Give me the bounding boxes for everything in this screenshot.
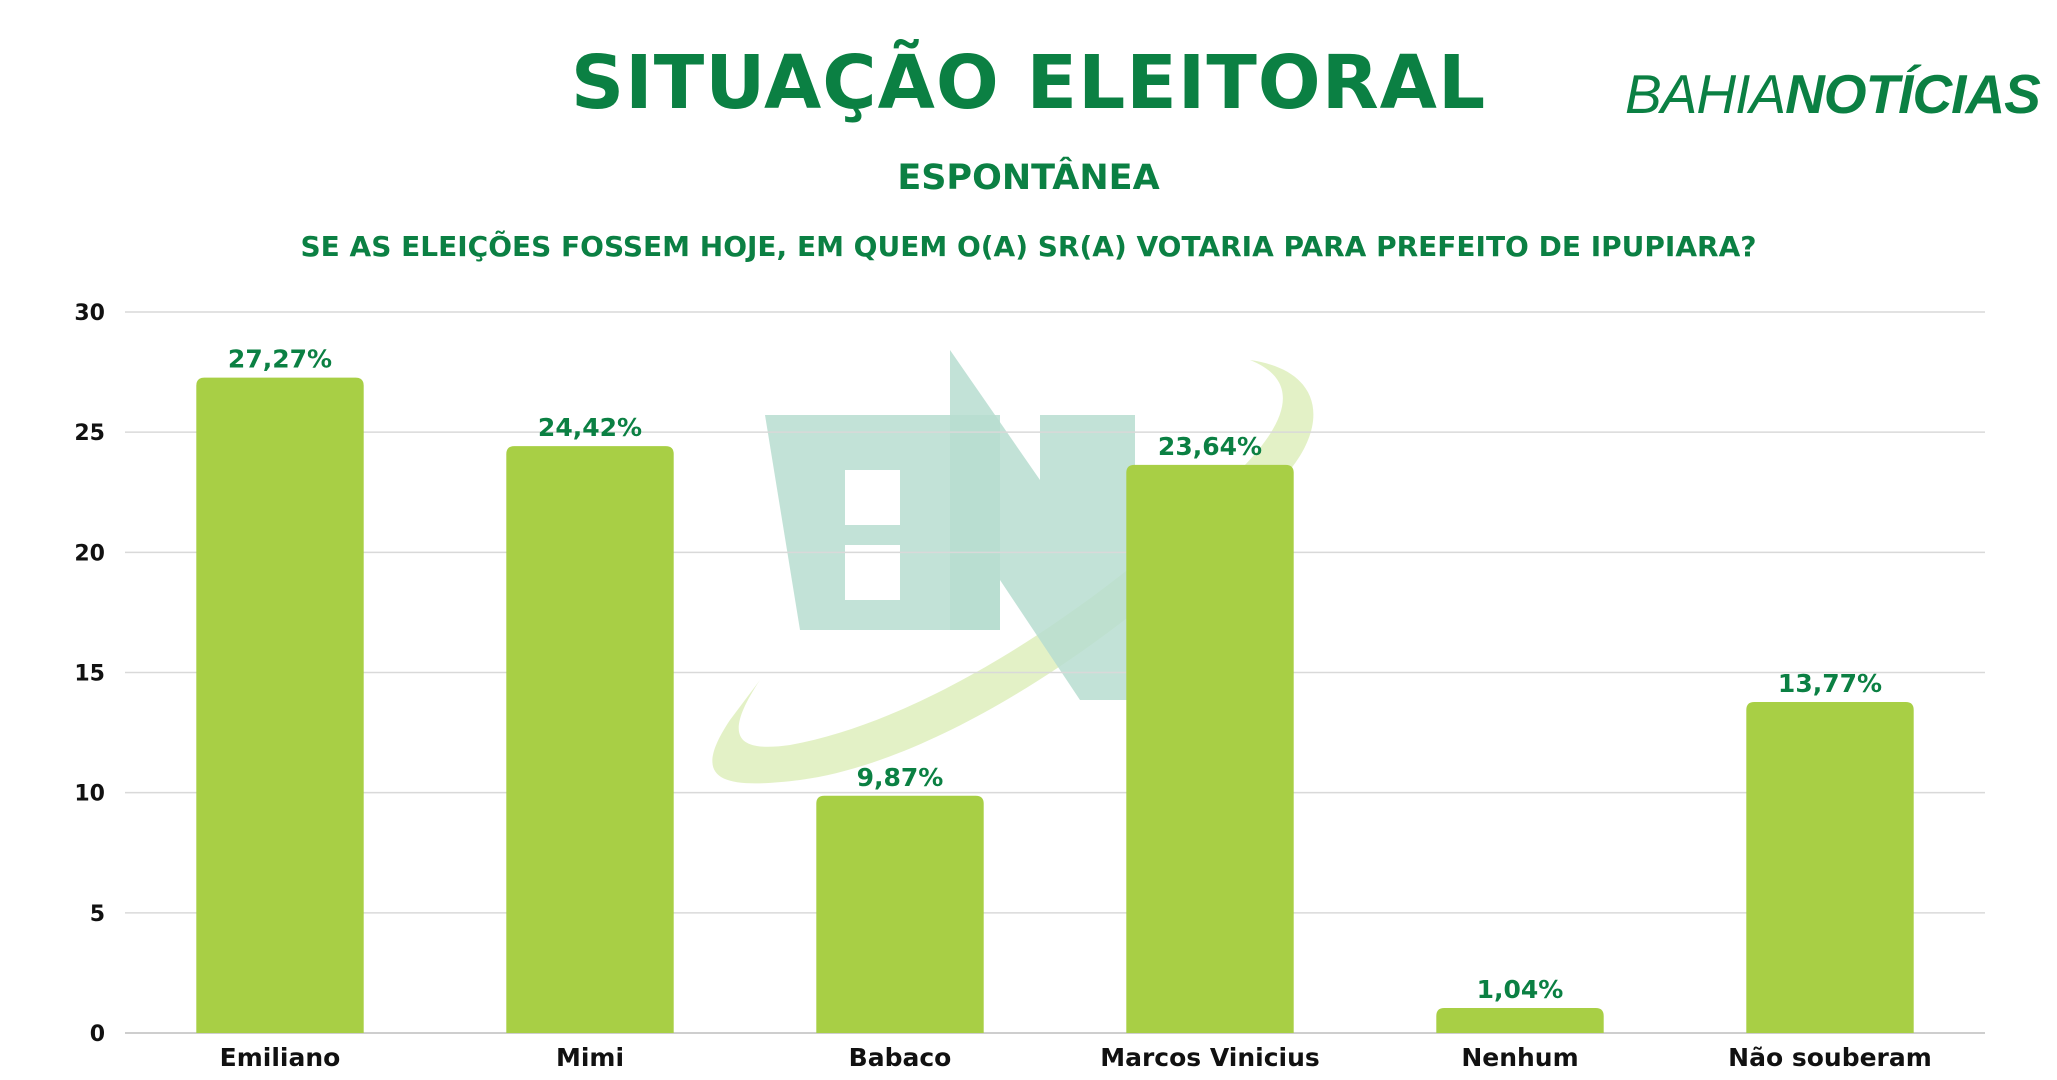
value-label: 27,27% [228, 345, 332, 374]
category-label: Babaco [849, 1043, 952, 1072]
category-label: Emiliano [220, 1043, 341, 1072]
category-label: Não souberam [1728, 1043, 1932, 1072]
category-labels: Emiliano Mimi Babaco Marcos Vinicius Nenhum N… [220, 1043, 1932, 1072]
category-label: Nenhum [1461, 1043, 1578, 1072]
category-label: Marcos Vinicius [1100, 1043, 1320, 1072]
bar [196, 377, 364, 1034]
y-tick-label: 5 [90, 902, 105, 927]
value-labels: 27,27% 24,42% 9,87% 23,64% 1,04% 13,77% [228, 345, 1882, 1004]
y-axis-ticks: 0 5 10 15 20 25 30 [74, 301, 105, 1047]
value-label: 1,04% [1477, 975, 1564, 1004]
y-tick-label: 15 [74, 662, 105, 687]
brand-logo: BAHIANOTÍCIAS [1625, 62, 2041, 126]
bars [196, 377, 1914, 1034]
value-label: 13,77% [1778, 669, 1882, 698]
value-label: 24,42% [538, 413, 642, 442]
y-tick-label: 20 [74, 541, 105, 566]
value-label: 23,64% [1158, 432, 1262, 461]
y-tick-label: 10 [74, 782, 105, 807]
brand-logo-part1: BAHIA [1625, 63, 1786, 125]
category-label: Mimi [556, 1043, 624, 1072]
y-tick-label: 0 [90, 1022, 105, 1047]
chart-title: SITUAÇÃO ELEITORAL [570, 40, 1487, 126]
survey-question: SE AS ELEIÇÕES FOSSEM HOJE, EM QUEM O(A)… [300, 230, 1757, 263]
value-label: 9,87% [857, 763, 944, 792]
y-tick-label: 25 [74, 421, 105, 446]
chart-subtitle: ESPONTÂNEA [897, 158, 1160, 198]
bar [816, 795, 984, 1033]
grid-lines [125, 311, 1985, 1034]
bn-watermark-logo [712, 350, 1314, 784]
bar [1126, 464, 1294, 1033]
bar [1436, 1008, 1604, 1033]
y-tick-label: 30 [74, 301, 105, 326]
bar [1746, 702, 1914, 1033]
bar [506, 446, 674, 1034]
brand-logo-part2: NOTÍCIAS [1785, 63, 2041, 125]
